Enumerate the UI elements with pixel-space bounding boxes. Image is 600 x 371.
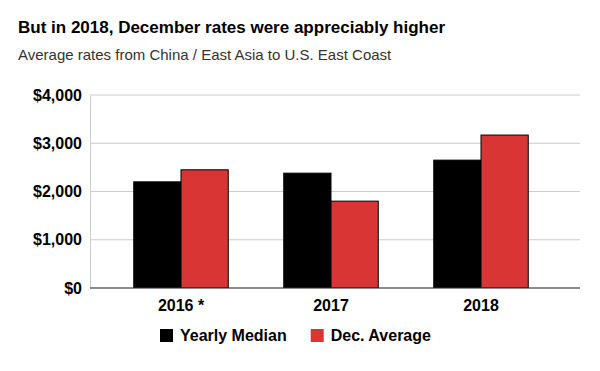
x-axis: 2016 * 2017 2018 <box>90 288 580 314</box>
bar <box>331 201 378 288</box>
chart: But in 2018, December rates were appreci… <box>0 0 600 371</box>
y-tick-label: $3,000 <box>33 135 82 152</box>
y-tick-label: $1,000 <box>33 231 82 248</box>
grid-line <box>90 95 580 96</box>
x-tick: 2018 <box>463 288 499 314</box>
bar <box>481 135 528 288</box>
legend-item: Yearly Median <box>160 327 287 344</box>
bar <box>181 170 228 288</box>
subtitle: Average rates from China / East Asia to … <box>18 46 392 63</box>
bar <box>134 182 181 288</box>
y-tick-label: $4,000 <box>33 87 82 104</box>
y-tick: $2,000 <box>33 183 90 200</box>
y-tick: $0 <box>64 280 90 297</box>
bars <box>134 135 529 288</box>
y-tick: $1,000 <box>33 231 90 248</box>
bar <box>284 173 331 288</box>
x-tick-label: 2017 <box>313 297 349 314</box>
x-tick: 2017 <box>313 288 349 314</box>
y-tick-label: $2,000 <box>33 183 82 200</box>
legend-swatch <box>160 329 173 342</box>
y-tick: $4,000 <box>33 87 90 104</box>
y-tick: $3,000 <box>33 135 90 152</box>
series <box>134 160 481 288</box>
legend-label: Yearly Median <box>180 327 287 344</box>
legend-swatch <box>311 329 324 342</box>
series <box>181 135 528 288</box>
legend-label: Dec. Average <box>331 327 431 344</box>
x-axis-line <box>90 288 580 289</box>
grid-line <box>90 288 580 289</box>
y-tick-label: $0 <box>64 280 82 297</box>
legend-item: Dec. Average <box>311 327 431 344</box>
y-axis: $0 $1,000 $2,000 $3,000 $4,000 <box>33 87 90 297</box>
title: But in 2018, December rates were appreci… <box>18 18 445 37</box>
y-axis-line <box>90 96 91 289</box>
x-tick-label: 2018 <box>463 297 499 314</box>
x-tick: 2016 * <box>158 288 205 314</box>
legend: Yearly Median Dec. Average <box>160 327 431 344</box>
grid <box>90 95 580 288</box>
x-tick-label: 2016 * <box>158 297 205 314</box>
bar <box>434 160 481 288</box>
